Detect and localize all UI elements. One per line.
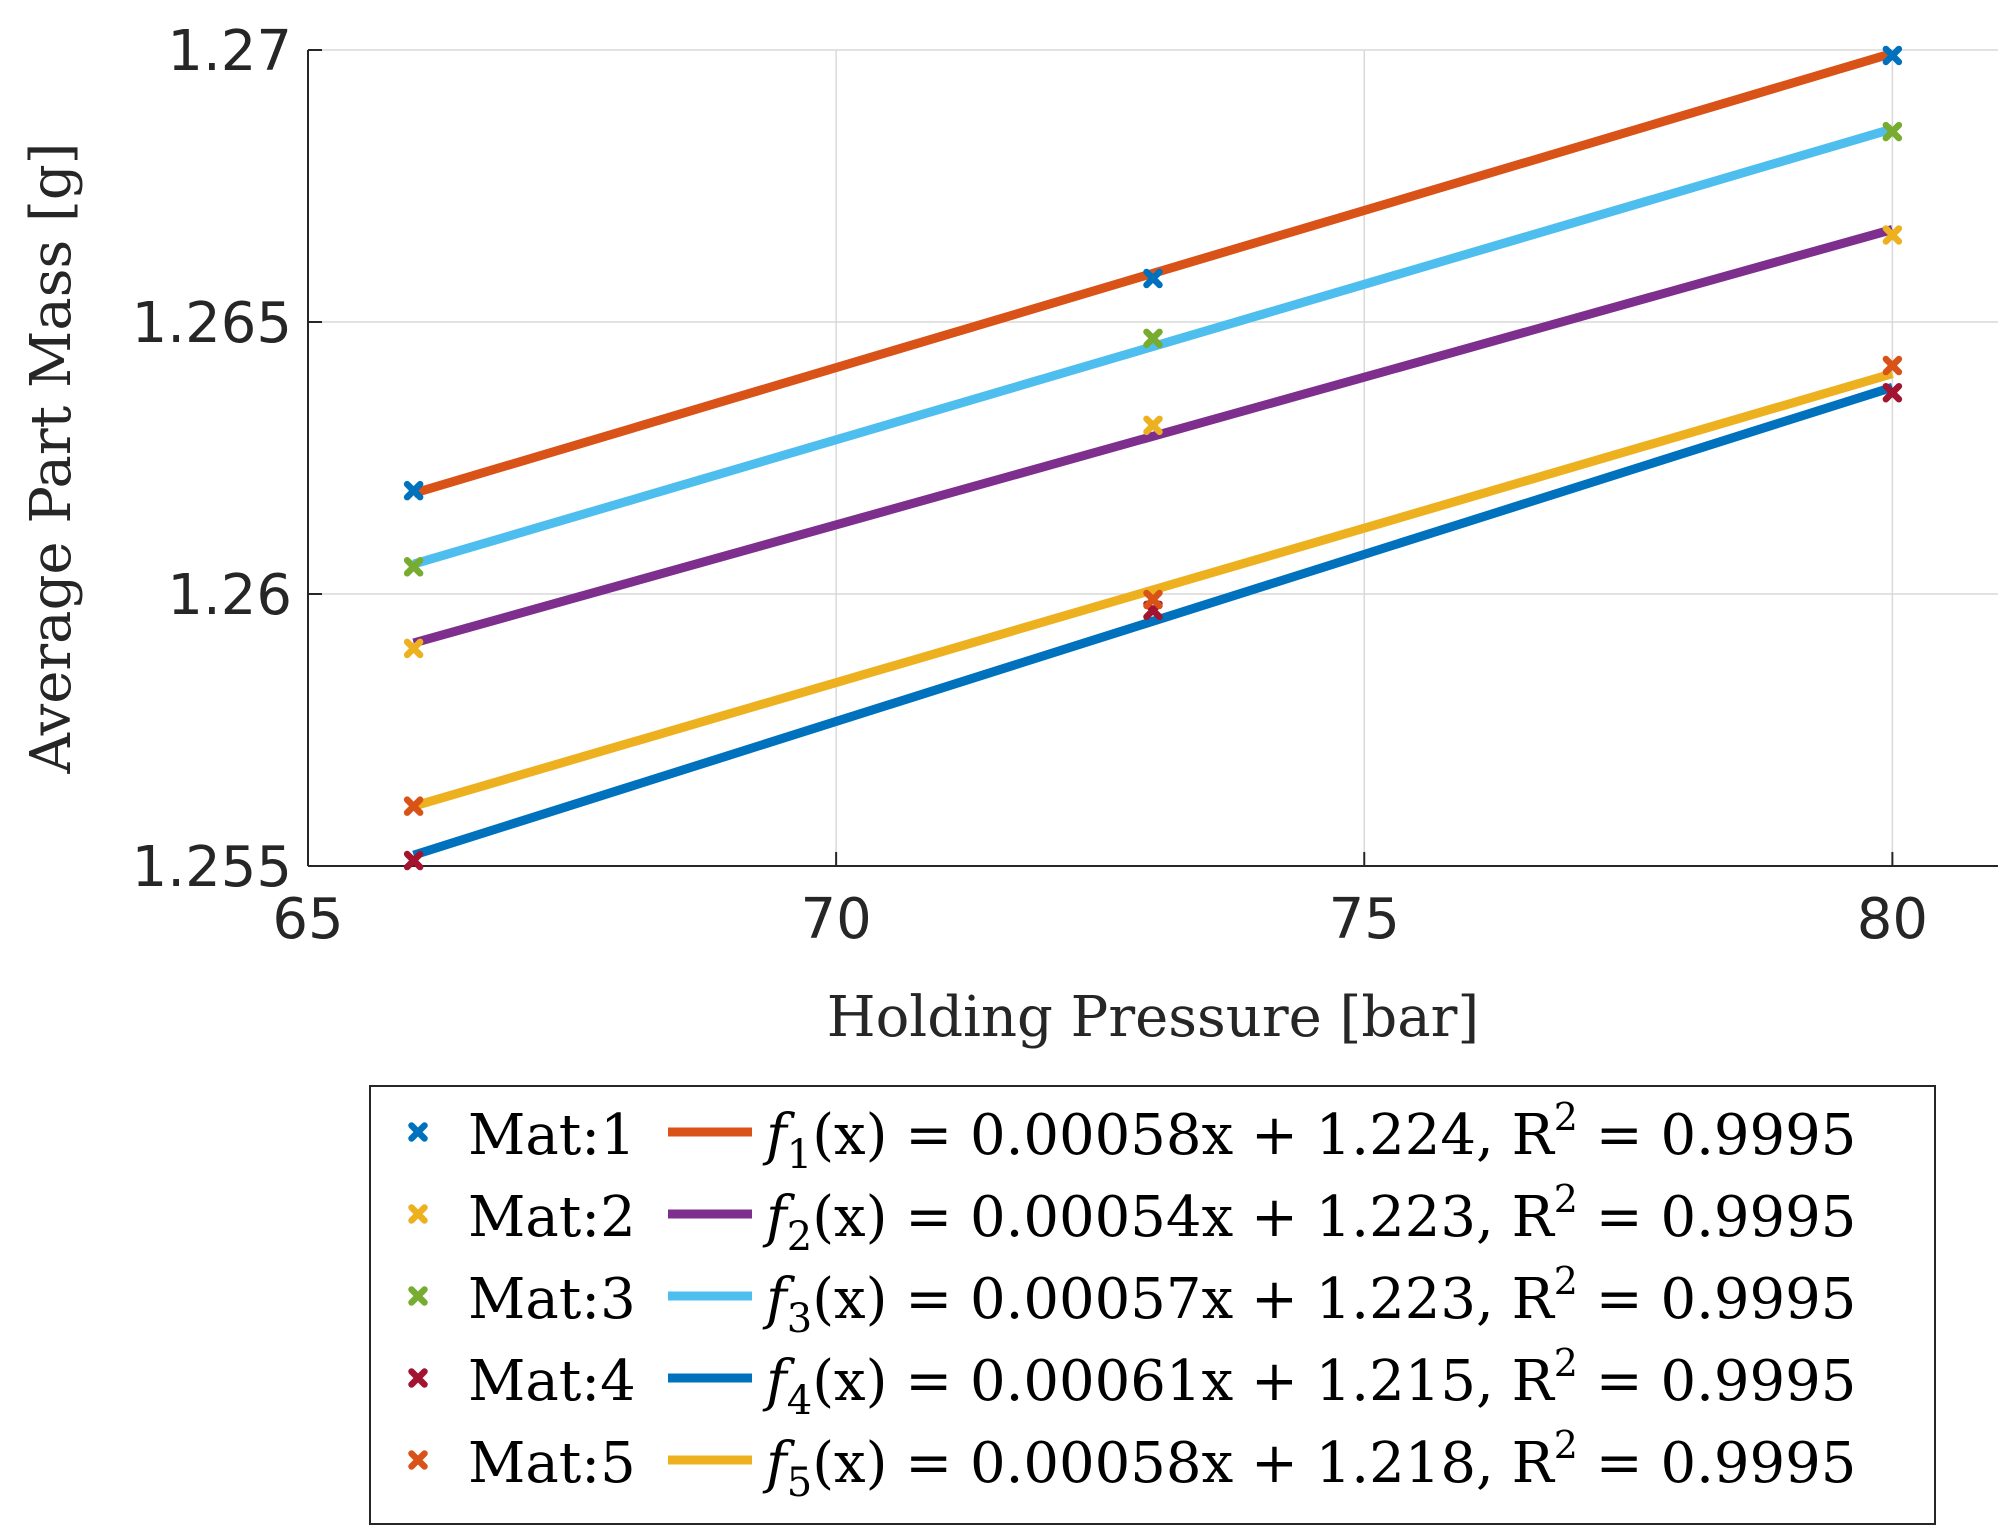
marker-stroke (403, 850, 424, 871)
y-tick-label: 1.27 (167, 19, 292, 84)
fit-line (412, 382, 1894, 860)
x-tick-label: 75 (1329, 887, 1400, 952)
fit-label-value: = 0.9995 (1578, 1103, 1856, 1168)
marker-stroke (403, 796, 424, 816)
legend-fit-label: f1(x) = 0.00058x + 1.224, R2 = 0.9995 (762, 1095, 1856, 1178)
marker-stroke (1143, 328, 1163, 349)
marker-stroke (1882, 225, 1903, 245)
fit-line (412, 124, 1894, 569)
fit-label-value: = 0.9995 (1578, 1349, 1856, 1414)
legend-series-label: Mat:4 (468, 1349, 636, 1414)
legend-series-label: Mat:5 (468, 1431, 636, 1496)
y-tick-label: 1.265 (132, 291, 292, 356)
y-tick-label: 1.255 (132, 835, 292, 900)
fit-label-sub: 5 (787, 1460, 812, 1506)
legend-fit-label: f4(x) = 0.00061x + 1.215, R2 = 0.9995 (762, 1341, 1856, 1424)
legend-fit-label: f3(x) = 0.00057x + 1.223, R2 = 0.9995 (762, 1259, 1856, 1342)
x-tick-label: 70 (800, 887, 871, 952)
legend-series-label: Mat:3 (468, 1267, 636, 1332)
fit-label-sup: 2 (1554, 1259, 1578, 1303)
fit-label-value: = 0.9995 (1578, 1185, 1856, 1250)
fit-label-sup: 2 (1554, 1177, 1578, 1221)
marker-stroke (408, 1122, 428, 1142)
marker-stroke (1143, 589, 1163, 610)
legend-marker (408, 1286, 428, 1306)
fit-line (412, 369, 1894, 811)
fit-label-body: (x) = 0.00057x + 1.223, R (812, 1267, 1555, 1332)
fit-label-value: = 0.9995 (1578, 1267, 1856, 1332)
fit-line (412, 225, 1894, 648)
data-point (1882, 382, 1903, 403)
marker-stroke (1882, 382, 1903, 403)
marker-stroke (408, 1286, 428, 1306)
data-point (1882, 225, 1903, 245)
marker-stroke (1143, 415, 1163, 436)
legend-marker (408, 1204, 428, 1224)
y-axis-label: Average Part Mass [g] (19, 142, 84, 774)
x-tick-label: 80 (1857, 887, 1928, 952)
fit-label-sub: 1 (787, 1132, 812, 1178)
marker-stroke (1882, 45, 1903, 66)
fit-label-body: (x) = 0.00058x + 1.218, R (812, 1431, 1555, 1496)
data-point (1143, 268, 1163, 289)
y-tick-label: 1.26 (167, 563, 292, 628)
legend-marker (408, 1122, 428, 1142)
marker-stroke (408, 1450, 428, 1470)
fit-label-body: (x) = 0.00054x + 1.223, R (812, 1185, 1555, 1250)
data-point (1882, 45, 1903, 66)
data-point (403, 557, 424, 577)
legend-marker (408, 1368, 428, 1388)
fit-label-sup: 2 (1554, 1423, 1578, 1467)
data-point (403, 480, 424, 501)
data-point (1143, 589, 1163, 610)
legend: Mat:1 f1(x) = 0.00058x + 1.224, R2 = 0.99… (369, 1085, 1936, 1525)
marker-stroke (408, 1204, 428, 1224)
legend-series-label: Mat:2 (468, 1185, 636, 1250)
marker-stroke (1143, 268, 1163, 289)
data-point (403, 638, 424, 659)
fit-label-body: (x) = 0.00058x + 1.224, R (812, 1103, 1555, 1168)
fit-label-value: = 0.9995 (1578, 1431, 1856, 1496)
legend-marker (408, 1450, 428, 1470)
x-axis-label: Holding Pressure [bar] (827, 985, 1479, 1050)
marker-stroke (403, 557, 424, 577)
fit-label-sub: 2 (787, 1214, 812, 1260)
marker-stroke (408, 1368, 428, 1388)
data-point (1882, 355, 1903, 376)
legend-fit-label: f5(x) = 0.00058x + 1.218, R2 = 0.9995 (762, 1423, 1856, 1506)
marker-stroke (403, 480, 424, 501)
data-point (403, 850, 424, 871)
data-point (1882, 121, 1903, 142)
legend-series-label: Mat:1 (468, 1103, 636, 1168)
marker-stroke (1882, 121, 1903, 142)
data-point (1143, 328, 1163, 349)
x-tick-label: 65 (272, 887, 343, 952)
fit-line (412, 48, 1894, 498)
fit-label-body: (x) = 0.00061x + 1.215, R (812, 1349, 1555, 1414)
marker-stroke (1882, 355, 1903, 376)
legend-fit-label: f2(x) = 0.00054x + 1.223, R2 = 0.9995 (762, 1177, 1856, 1260)
data-point (1143, 415, 1163, 436)
plot-series (403, 45, 1903, 871)
legend-box (369, 1085, 1936, 1525)
tick-labels: 65 70 75 80 1.255 1.26 1.265 1.27 (132, 19, 1928, 952)
marker-stroke (403, 638, 424, 659)
fit-label-sub: 3 (787, 1296, 812, 1342)
fit-label-sub: 4 (787, 1378, 812, 1424)
fit-label-sup: 2 (1554, 1095, 1578, 1139)
fit-label-sup: 2 (1554, 1341, 1578, 1385)
data-point (403, 796, 424, 816)
axes (307, 49, 1998, 867)
